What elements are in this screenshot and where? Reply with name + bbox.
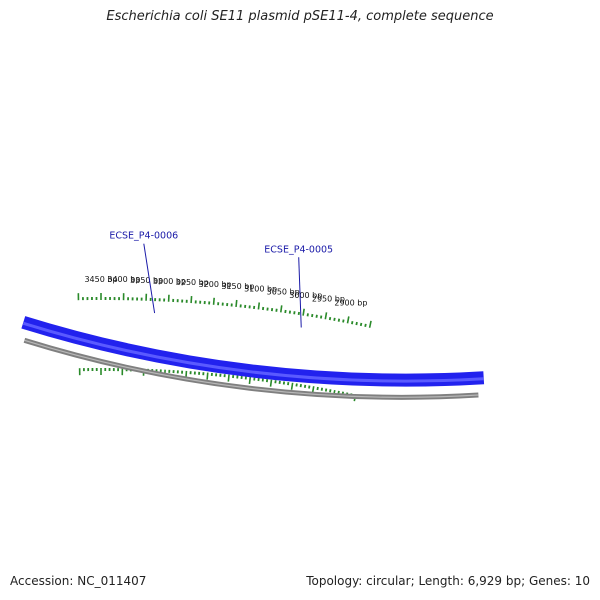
outer-tick — [257, 302, 261, 310]
tick-label: 2950 bp — [312, 295, 345, 304]
tick-label: 3350 bp — [130, 276, 163, 285]
outer-tick — [279, 305, 283, 313]
outer-tick — [355, 321, 358, 326]
reverse-strand-highlight — [24, 339, 479, 398]
tick-label: 3400 bp — [107, 275, 140, 284]
inner-tick — [248, 376, 252, 385]
outer-tick — [324, 312, 328, 320]
outer-tick — [319, 315, 323, 319]
tick-label: 3050 bp — [267, 288, 300, 297]
outer-tick — [235, 299, 238, 308]
gene-label[interactable]: ECSE_P4-0006 — [109, 231, 178, 242]
gene-leader-line — [143, 243, 156, 314]
map-title: Escherichia coli SE11 plasmid pSE11-4, c… — [106, 9, 494, 24]
outer-tick — [337, 318, 341, 322]
outer-tick — [333, 317, 336, 322]
inner-tick — [324, 388, 328, 392]
tick-label: 3300 bp — [153, 277, 186, 286]
forward-strand-highlight — [22, 321, 484, 383]
tick-label: 3450 bp — [84, 275, 117, 284]
inner-tick — [329, 389, 332, 393]
outer-tick — [351, 321, 354, 325]
accession-label: Accession: NC_011407 — [10, 574, 147, 588]
tick-label: 3150 bp — [221, 282, 254, 291]
inner-tick — [320, 387, 324, 391]
sequence-summary: Topology: circular; Length: 6,929 bp; Ge… — [306, 574, 590, 588]
outer-tick — [346, 316, 350, 324]
tick-label: 3000 bp — [289, 291, 322, 300]
inner-tick — [316, 386, 319, 391]
inner-tick — [308, 385, 311, 389]
outer-tick — [212, 297, 215, 305]
tick-label: 3250 bp — [176, 278, 209, 287]
outer-tick-ring — [77, 293, 372, 328]
gene-labels: ECSE_P4-0005 ECSE_P4-0006 — [109, 231, 333, 328]
gene-leader-line — [298, 257, 302, 328]
inner-tick — [206, 372, 209, 380]
outer-tick — [328, 316, 332, 321]
inner-tick — [269, 379, 273, 387]
outer-tick — [302, 308, 305, 316]
inner-tick — [290, 382, 294, 390]
outer-tick — [364, 323, 367, 327]
outer-tick — [359, 322, 363, 327]
tick-label: 2900 bp — [334, 299, 367, 308]
tick-label: 3200 bp — [199, 280, 232, 289]
outer-tick — [368, 320, 372, 328]
tick-label: 3100 bp — [244, 285, 277, 294]
inner-tick — [227, 374, 230, 382]
gene-label[interactable]: ECSE_P4-0005 — [264, 244, 333, 255]
outer-tick — [342, 319, 345, 323]
